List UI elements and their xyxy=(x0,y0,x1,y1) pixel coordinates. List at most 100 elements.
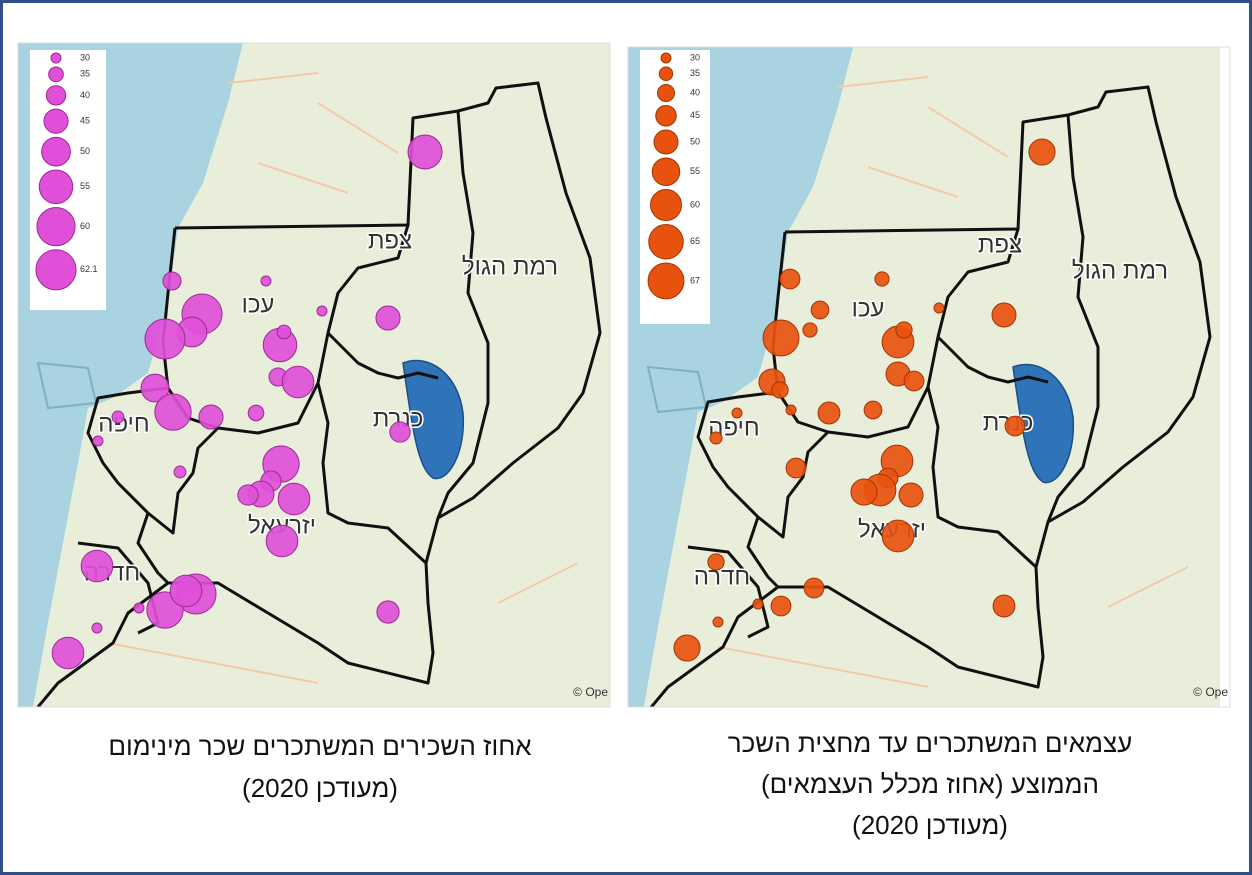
attribution: © Ope xyxy=(1193,685,1228,699)
bubble xyxy=(903,370,925,392)
bubble xyxy=(802,322,818,338)
bubble xyxy=(895,321,913,339)
bubble xyxy=(810,300,830,320)
legend-bubble xyxy=(653,129,679,155)
legend-bubble xyxy=(651,157,681,186)
region-label: רמת הגול xyxy=(462,253,558,280)
bubble xyxy=(707,553,725,571)
bubble xyxy=(247,404,265,422)
legend-label: 35 xyxy=(80,69,90,79)
bubble xyxy=(1028,138,1056,166)
region-label: חיפה xyxy=(98,410,149,437)
legend-bubble xyxy=(36,207,76,247)
bubble xyxy=(389,421,411,443)
legend-bubble xyxy=(658,66,674,81)
bubble xyxy=(991,302,1017,328)
bubble xyxy=(1004,415,1026,437)
legend-label: 60 xyxy=(80,221,90,231)
legend-label: 30 xyxy=(690,52,700,62)
bubble xyxy=(169,574,203,608)
bubble xyxy=(874,271,890,287)
bubble xyxy=(407,134,443,170)
bubble xyxy=(173,465,187,479)
legend-bubble xyxy=(43,108,69,134)
bubble xyxy=(752,598,764,610)
bubble xyxy=(933,302,945,314)
bubble xyxy=(863,400,883,420)
caption-line: אחוז השכירים המשתכרים שכר מינימום xyxy=(108,731,531,761)
bubble xyxy=(712,616,724,628)
basemap-image xyxy=(18,43,610,707)
legend-label: 40 xyxy=(690,87,700,97)
legend-bubble xyxy=(48,66,64,83)
legend-label: 55 xyxy=(690,166,700,176)
caption-line: (מעודכן 2020) xyxy=(242,773,398,803)
caption-line: הממוצע (אחוז מכלל העצמאים) xyxy=(761,769,1099,799)
map-border xyxy=(627,46,1231,708)
bubble xyxy=(111,410,125,424)
legend-bubble xyxy=(650,189,682,221)
region-label: עכו xyxy=(242,291,275,318)
region-label: צפת xyxy=(978,231,1022,258)
legend-bubble xyxy=(660,52,672,64)
legend-label: 50 xyxy=(80,146,90,156)
region-label: עכו xyxy=(852,295,885,322)
bubble xyxy=(154,393,192,431)
bubble xyxy=(731,407,743,419)
legend-label: 50 xyxy=(690,136,700,146)
bubble xyxy=(265,524,299,558)
legend-label: 65 xyxy=(690,236,700,246)
region-label: רמת הגול xyxy=(1072,257,1168,284)
bubble xyxy=(771,381,789,399)
caption-line: (מעודכן 2020) xyxy=(852,810,1008,840)
legend-bubble xyxy=(41,136,71,167)
legend-label: 45 xyxy=(690,110,700,120)
region-label: צפת xyxy=(368,227,412,254)
bubble xyxy=(673,634,701,662)
bubble xyxy=(276,324,292,340)
bubble xyxy=(80,549,114,583)
attribution: © Ope xyxy=(573,685,608,699)
legend-bubble xyxy=(50,52,62,64)
bubble xyxy=(850,478,878,506)
bubble xyxy=(881,519,915,553)
bubble xyxy=(785,457,807,479)
legend-bubble xyxy=(38,169,74,204)
bubble xyxy=(762,319,800,357)
caption-line: עצמאים המשתכרים עד מחצית השכר xyxy=(728,728,1133,758)
legend-label: 60 xyxy=(690,199,700,209)
bubble xyxy=(144,318,186,360)
bubble xyxy=(162,271,182,291)
legend-label: 40 xyxy=(80,90,90,100)
bubble xyxy=(277,482,311,516)
legend-bubble xyxy=(45,85,67,106)
bubble xyxy=(817,401,841,425)
bubble xyxy=(91,622,103,634)
bubble xyxy=(260,275,272,287)
legend-label: 35 xyxy=(690,68,700,78)
bubble xyxy=(281,365,315,399)
legend-bubble xyxy=(647,262,685,300)
legend-bubble xyxy=(655,105,677,127)
bubble xyxy=(140,373,170,403)
bubble xyxy=(709,431,723,445)
map-border xyxy=(17,42,611,708)
bubble xyxy=(898,482,924,508)
bubble xyxy=(316,305,328,317)
legend-label: 62.1 xyxy=(80,264,98,274)
legend-bubble xyxy=(648,224,684,260)
bubble xyxy=(376,600,400,624)
bubble xyxy=(992,594,1016,618)
bubble xyxy=(375,305,401,331)
bubble xyxy=(237,484,259,506)
bubble xyxy=(785,404,797,416)
bubble xyxy=(92,435,104,447)
bubble xyxy=(198,404,224,430)
